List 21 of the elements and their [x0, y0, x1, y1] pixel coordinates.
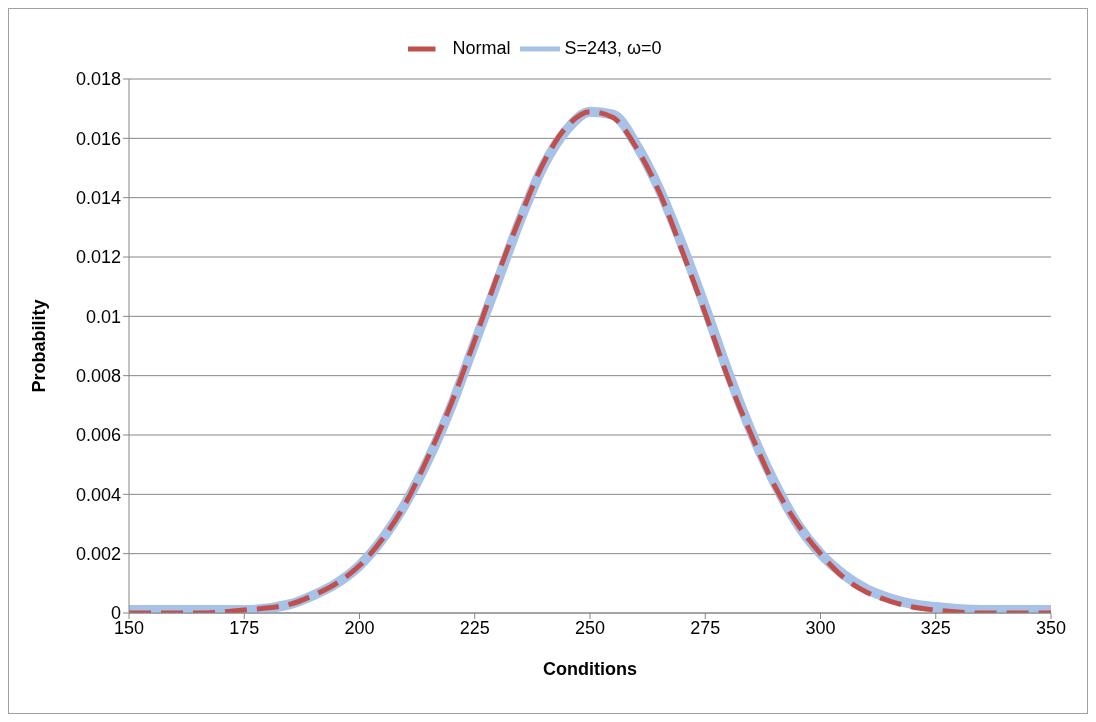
- x-tick-label: 200: [344, 617, 375, 638]
- y-tick-label: 0.01: [85, 306, 121, 327]
- x-tick-label: 350: [1035, 617, 1067, 638]
- x-tick-label: 325: [920, 617, 951, 638]
- legend-label: S=243, ω=0: [564, 37, 662, 58]
- x-tick-label: 275: [690, 617, 721, 638]
- y-tick-label: 0.018: [75, 69, 121, 90]
- x-tick-label: 250: [574, 617, 606, 638]
- y-axis-title: Probability: [29, 299, 50, 393]
- x-axis-title: Conditions: [543, 659, 637, 679]
- y-tick-label: 0.016: [75, 128, 121, 149]
- y-tick-label: 0.014: [75, 188, 121, 209]
- x-tick-label: 225: [459, 617, 490, 638]
- y-tick-label: 0.004: [75, 484, 121, 505]
- y-tick-label: 0.012: [75, 247, 121, 268]
- x-tick-label: 175: [229, 617, 260, 638]
- y-tick-label: 0.008: [75, 366, 121, 387]
- y-tick-label: 0.002: [75, 544, 121, 565]
- x-tick-label: 300: [805, 617, 836, 638]
- legend-label: Normal: [452, 37, 511, 58]
- y-tick-label: 0.006: [75, 425, 121, 446]
